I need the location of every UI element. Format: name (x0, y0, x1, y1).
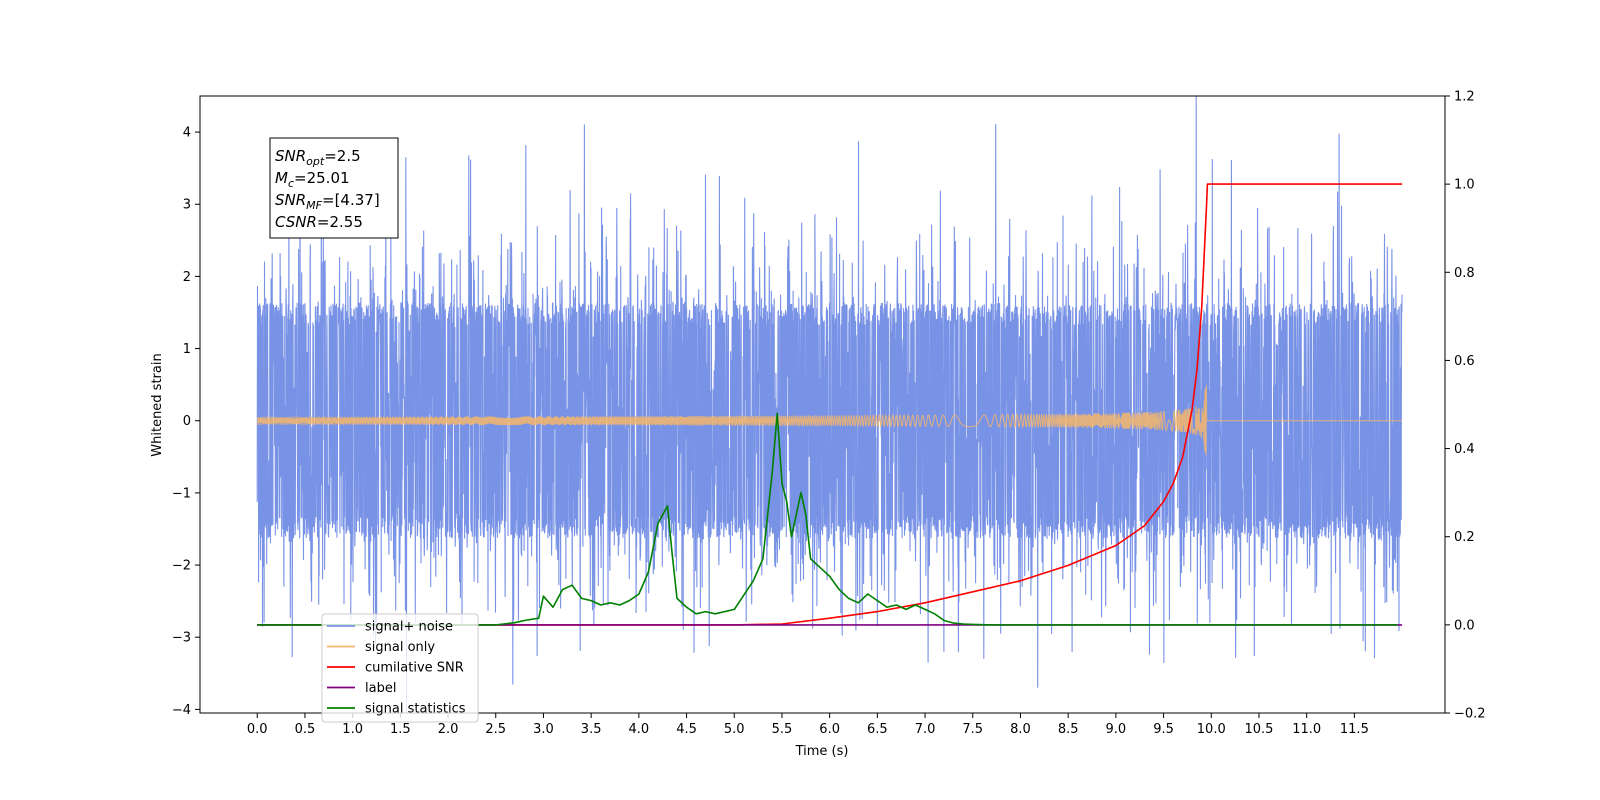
legend-entry-label: cumilative SNR (365, 661, 464, 676)
y-tick-label: 0 (183, 414, 191, 429)
y-tick-label: −4 (172, 703, 191, 718)
x-tick-label: 7.5 (962, 722, 983, 737)
x-tick-label: 9.0 (1106, 722, 1127, 737)
y-axis-right: −0.2 0.0 0.2 0.4 0.6 0.8 1.0 1.2 (1445, 90, 1486, 722)
annotation-line: SNRMF=[4.37] (275, 191, 380, 212)
x-tick-label: 4.0 (629, 722, 650, 737)
y-tick-label: 2 (183, 270, 191, 285)
series-signal-statistics-line (257, 412, 1398, 626)
x-tick-label: 2.0 (438, 722, 459, 737)
y-right-tick-label: 0.8 (1454, 266, 1475, 281)
x-tick-label: 6.5 (867, 722, 888, 737)
legend-entry-label: label (365, 681, 396, 696)
y-tick-label: 4 (183, 126, 191, 141)
annotation-box-frame (269, 137, 399, 239)
x-tick-label: 1.0 (342, 722, 363, 737)
series-signal-noise-line (256, 96, 1403, 713)
x-tick-label: 1.5 (390, 722, 411, 737)
x-tick-label: 4.5 (676, 722, 697, 737)
y-tick-label: −2 (172, 559, 191, 574)
y-right-tick-label: 0.4 (1454, 442, 1475, 457)
x-tick-label: 9.5 (1153, 722, 1174, 737)
annotation-line: Mc=25.01 (275, 169, 350, 190)
x-tick-label: 3.0 (533, 722, 554, 737)
x-tick-label: 2.5 (485, 722, 506, 737)
x-tick-label: 6.0 (819, 722, 840, 737)
x-axis-label: Time (s) (795, 744, 849, 759)
x-tick-label: 10.0 (1197, 722, 1226, 737)
y-right-tick-label: 0.6 (1454, 354, 1475, 369)
x-tick-label: 0.0 (247, 722, 268, 737)
y-right-tick-label: −0.2 (1454, 707, 1486, 722)
x-tick-label: 3.5 (581, 722, 602, 737)
y-axis-label: Whitened strain (150, 353, 165, 456)
x-tick-label: 11.0 (1292, 722, 1321, 737)
x-tick-label: 5.0 (724, 722, 745, 737)
annotation-line: CSNR=2.55 (275, 213, 363, 231)
y-right-tick-label: 1.0 (1454, 178, 1475, 193)
x-tick-label: 11.5 (1340, 722, 1369, 737)
legend-entry-label: signal only (365, 640, 435, 655)
y-tick-label: 1 (183, 342, 191, 357)
x-tick-label: 5.5 (772, 722, 793, 737)
x-tick-label: 0.5 (295, 722, 316, 737)
series-cumilative-snr-line (257, 183, 1403, 626)
legend-entry-label: signal statistics (365, 702, 466, 717)
x-tick-label: 8.5 (1058, 722, 1079, 737)
x-tick-label: 7.0 (915, 722, 936, 737)
y-tick-label: 3 (183, 198, 191, 213)
y-tick-label: −3 (172, 631, 191, 646)
y-right-tick-label: 0.0 (1454, 618, 1475, 633)
x-tick-label: 8.0 (1010, 722, 1031, 737)
y-right-tick-label: 0.2 (1454, 530, 1475, 545)
legend-frame (321, 613, 479, 723)
legend-entry-label: signal+ noise (365, 620, 453, 635)
x-tick-label: 10.5 (1244, 722, 1273, 737)
annotation-line: SNRopt=2.5 (275, 147, 361, 168)
x-axis: 0.0 0.5 1.0 1.5 2.0 2.5 3.0 3.5 4.0 4.5 5.0 5.5 6.0 6… (247, 713, 1369, 737)
y-right-tick-label: 1.2 (1454, 90, 1475, 105)
axes-frame (199, 95, 1446, 714)
y-tick-label: −1 (172, 486, 191, 501)
series-signal-only-line (256, 385, 1403, 456)
legend: signal+ noise signal only cumilative SNR la… (321, 613, 479, 723)
y-axis-left: −4 −3 −2 −1 0 1 2 3 4 (172, 126, 200, 718)
